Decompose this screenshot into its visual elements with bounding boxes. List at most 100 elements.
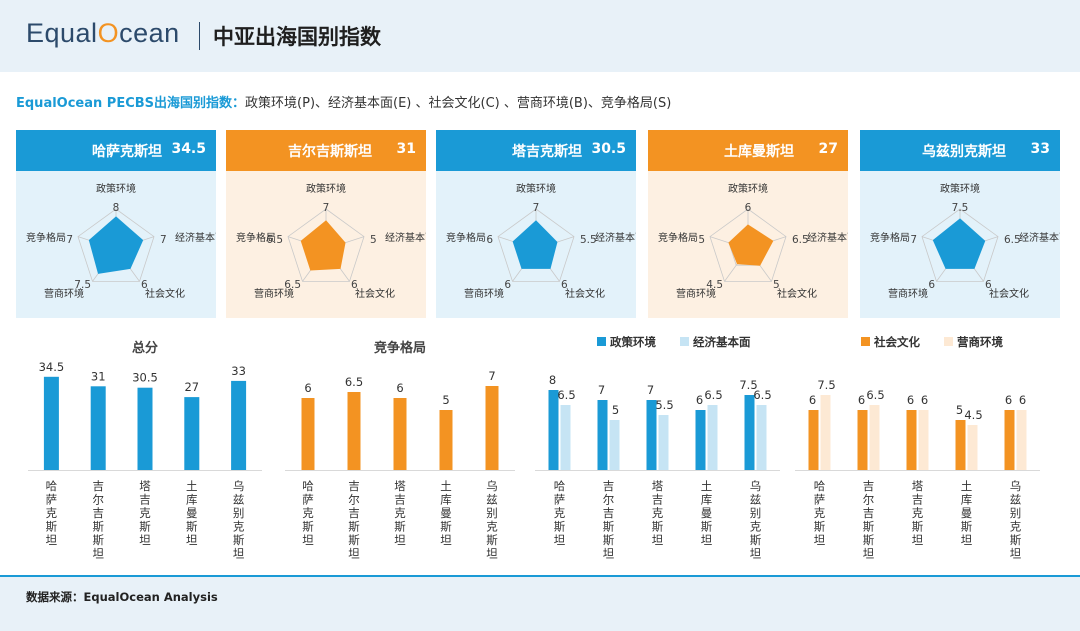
radar-value-label: 6 <box>351 279 358 291</box>
radar-value-label: 5 <box>773 279 780 291</box>
country-card-header: 乌兹别克斯坦 33 <box>860 130 1060 171</box>
category-label: 吉尔吉斯斯坦 <box>348 479 360 561</box>
radar-value-label: 7 <box>160 234 167 246</box>
category-label: 吉尔吉斯斯坦 <box>863 479 875 561</box>
bar-value-label: 7 <box>647 383 654 397</box>
category-label: 哈萨克斯坦 <box>46 479 58 547</box>
legend-swatch <box>680 337 689 346</box>
radar-axis-label: 营商环境 <box>676 287 716 300</box>
country-card: 吉尔吉斯斯坦 31 政策环境经济基本面社会文化 营商环境 竞争格局 7 5 6 6.5 6.5 <box>226 130 426 318</box>
bar-value-label: 6.5 <box>704 388 722 402</box>
category-label: 土库曼斯坦 <box>440 479 452 547</box>
bar-value-label: 6 <box>696 393 703 407</box>
radar-axis-label: 营商环境 <box>254 287 294 300</box>
radar-grid <box>287 208 365 282</box>
bar-value-label: 6.5 <box>866 388 884 402</box>
bar <box>857 410 868 470</box>
bar <box>808 410 819 470</box>
category-label: 土库曼斯坦 <box>186 479 198 547</box>
country-name: 土库曼斯坦 <box>724 144 794 160</box>
radar-panel: 政策环境经济基本面社会文化 营商环境 竞争格局 7 5 6 6.5 6.5 <box>226 171 426 318</box>
radar-value-label: 5 <box>370 234 377 246</box>
radar-chart: 政策环境经济基本面社会文化 营商环境 竞争格局 6 6.5 5 4.5 5 <box>658 182 848 300</box>
bar <box>231 380 247 470</box>
radar-axis-label: 经济基本面 <box>385 231 426 244</box>
bar-value-label: 6 <box>304 381 311 395</box>
bar-value-label: 7.5 <box>817 378 835 392</box>
competition-chart: 竞争格局 6 哈萨克斯坦 6.5 吉尔吉斯斯坦 6 塔吉克斯坦 5 土库曼斯坦 7 乌兹别克斯坦 <box>285 340 515 561</box>
bar <box>869 405 880 470</box>
radar-value-label: 6 <box>745 202 752 214</box>
bar-value-label: 33 <box>231 364 246 378</box>
category-label: 塔吉克斯坦 <box>139 479 151 547</box>
radar-value-label: 7 <box>533 202 540 214</box>
radar-value-label: 7.5 <box>952 202 969 214</box>
footer-divider <box>0 575 1080 577</box>
radar-value-label: 7 <box>910 234 917 246</box>
country-name: 塔吉克斯坦 <box>512 144 582 160</box>
bar <box>695 410 706 470</box>
radar-value-label: 6 <box>928 279 935 291</box>
category-label: 土库曼斯坦 <box>961 479 973 547</box>
header-divider <box>199 22 200 50</box>
bar-value-label: 5 <box>956 403 963 417</box>
radar-value-label: 6 <box>141 279 148 291</box>
bar <box>744 395 755 470</box>
radar-value-label: 6.5 <box>792 234 809 246</box>
bar-value-label: 6.5 <box>753 388 771 402</box>
category-label: 吉尔吉斯斯坦 <box>603 479 615 561</box>
bar <box>347 392 361 470</box>
radar-grid <box>709 208 787 282</box>
radar-value-label: 6 <box>561 279 568 291</box>
radar-value-label: 5 <box>698 234 705 246</box>
radar-axis-label: 竞争格局 <box>870 231 910 244</box>
country-name: 乌兹别克斯坦 <box>922 144 1006 160</box>
bar <box>756 405 767 470</box>
bar <box>597 400 608 470</box>
radar-value-label: 8 <box>113 202 120 214</box>
bar-value-label: 27 <box>184 380 199 394</box>
chart-title: 竞争格局 <box>374 340 426 356</box>
country-score: 31 <box>396 141 416 157</box>
radar-panel: 政策环境经济基本面社会文化 营商环境 竞争格局 7.5 6.5 6 6 7 <box>860 171 1060 318</box>
country-card-header: 吉尔吉斯斯坦 31 <box>226 130 426 171</box>
radar-axis-label: 经济基本面 <box>175 231 216 244</box>
brand-logo: EqualOcean <box>26 18 180 48</box>
bar <box>918 410 929 470</box>
radar-data-area <box>512 220 558 269</box>
bar-value-label: 6 <box>921 393 928 407</box>
data-source: 数据来源：EqualOcean Analysis <box>26 590 218 604</box>
header: EqualOcean 中亚出海国别指数 <box>0 0 1080 72</box>
bar <box>1016 410 1027 470</box>
legend-swatch <box>861 337 870 346</box>
radar-axis-label: 经济基本面 <box>1019 231 1060 244</box>
radar-value-label: 6 <box>985 279 992 291</box>
radar-data-area <box>300 220 346 271</box>
bar <box>184 397 200 470</box>
legend-label: 社会文化 <box>873 335 920 349</box>
category-label: 哈萨克斯坦 <box>814 479 826 547</box>
country-score: 30.5 <box>591 141 626 157</box>
bar-value-label: 6.5 <box>557 388 575 402</box>
country-score: 34.5 <box>171 141 206 157</box>
category-label: 吉尔吉斯斯坦 <box>92 479 104 561</box>
radar-axis-label: 竞争格局 <box>658 231 698 244</box>
bar-value-label: 8 <box>549 373 556 387</box>
radar-grid <box>921 208 999 282</box>
bar-value-label: 4.5 <box>964 408 982 422</box>
radar-value-label: 4.5 <box>706 279 723 291</box>
category-label: 乌兹别克斯坦 <box>750 479 762 561</box>
bar-value-label: 5.5 <box>655 398 673 412</box>
radar-grid <box>497 208 575 282</box>
bar <box>967 425 978 470</box>
country-card: 乌兹别克斯坦 33 政策环境经济基本面社会文化 营商环境 竞争格局 7.5 6.5 6 6 7 <box>860 130 1060 318</box>
bar-value-label: 6.5 <box>345 375 363 389</box>
country-card: 塔吉克斯坦 30.5 政策环境经济基本面社会文化 营商环境 竞争格局 7 5.5 6 6 6 <box>436 130 636 318</box>
bar-value-label: 6 <box>396 381 403 395</box>
radar-data-area <box>728 224 774 266</box>
bar <box>393 398 407 470</box>
radar-data-area <box>88 216 144 274</box>
legend-swatch <box>597 337 606 346</box>
category-label: 哈萨克斯坦 <box>302 479 314 547</box>
